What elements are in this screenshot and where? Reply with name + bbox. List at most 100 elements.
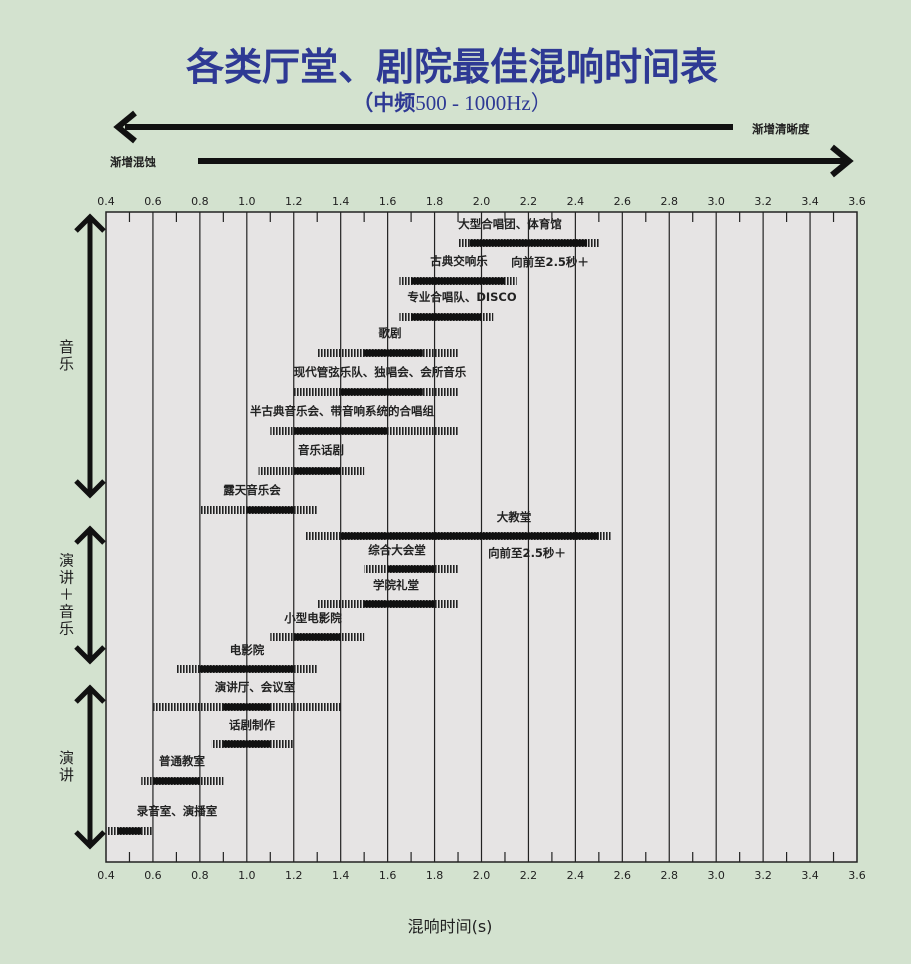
optimal-bar (411, 313, 482, 321)
bar-item: 小型电影院 (270, 611, 365, 641)
bar-label: 专业合唱队、DISCO (407, 290, 517, 304)
optimal-bar (340, 388, 423, 396)
group-label: 演讲＋音乐 (57, 553, 75, 638)
bar-note: 向前至2.5秒＋ (511, 255, 589, 269)
x-tick-label-bottom: 0.6 (144, 869, 162, 882)
bar-item: 普通教室 (141, 754, 224, 785)
chart-title: 各类厅堂、剧院最佳混响时间表 (186, 45, 718, 89)
bar-item: 综合大会堂 (364, 543, 459, 573)
bar-label: 现代管弦乐队、独唱会、会所音乐 (294, 365, 467, 379)
arrow-up-icon (74, 684, 106, 704)
bar-label: 普通教室 (159, 754, 205, 768)
bar-label: 综合大会堂 (368, 543, 426, 557)
bar-item: 录音室、演播室 (106, 804, 218, 835)
x-tick-label-bottom: 2.2 (520, 869, 538, 882)
optimal-bar (387, 565, 435, 573)
x-tick-label-top: 1.0 (238, 195, 256, 208)
arrow-left-label: 渐增清晰度 (752, 122, 810, 136)
x-tick-label-bottom: 2.4 (567, 869, 585, 882)
optimal-bar (117, 827, 142, 835)
x-tick-label-bottom: 3.0 (707, 869, 725, 882)
bar-label: 小型电影院 (283, 611, 342, 625)
bar-label: 话剧制作 (229, 718, 275, 732)
x-tick-label-top: 1.2 (285, 195, 303, 208)
x-tick-label-bottom: 2.0 (473, 869, 491, 882)
subtitle-rest: 500 - 1000Hz） (415, 91, 551, 115)
optimal-bar (223, 740, 271, 748)
bar-label: 古典交响乐 (430, 254, 488, 268)
bar-label: 电影院 (230, 643, 265, 657)
group-label: 音乐 (57, 339, 75, 373)
optimal-bar (469, 239, 588, 247)
x-tick-label-top: 2.6 (614, 195, 632, 208)
optimal-bar (246, 506, 294, 514)
arrow-down-icon (74, 830, 106, 850)
x-tick-label-bottom: 0.8 (191, 869, 209, 882)
bar-item: 话剧制作 (211, 718, 294, 748)
x-tick-label-bottom: 1.2 (285, 869, 303, 882)
x-tick-label-top: 3.0 (707, 195, 725, 208)
bar-item: 半古典音乐会、带音响系统的合唱组 (250, 404, 459, 435)
bar-item: 古典交响乐 向前至2.5秒＋ (399, 254, 589, 285)
x-tick-label-bottom: 0.4 (97, 869, 115, 882)
bar-label: 演讲厅、会议室 (215, 680, 296, 694)
bar-note: 向前至2.5秒＋ (488, 546, 566, 560)
optimal-bar (199, 665, 294, 673)
x-tick-label-top: 1.8 (426, 195, 444, 208)
x-tick-label-top: 0.4 (97, 195, 115, 208)
optimal-bar (152, 777, 200, 785)
optimal-bar (364, 600, 435, 608)
bar-label: 大型合唱团、体育馆 (458, 217, 562, 231)
x-tick-label-top: 2.2 (520, 195, 538, 208)
x-axis-label: 混响时间(s) (408, 917, 493, 936)
x-tick-label-top: 3.2 (754, 195, 772, 208)
bar-item: 演讲厅、会议室 (152, 680, 341, 711)
x-tick-label-top: 0.6 (144, 195, 162, 208)
x-tick-label-bottom: 3.6 (848, 869, 866, 882)
arrow-down-icon (74, 479, 106, 499)
bar-label: 录音室、演播室 (137, 804, 218, 818)
x-tick-label-top: 2.8 (661, 195, 679, 208)
optimal-bar (293, 467, 341, 475)
bar-item: 现代管弦乐队、独唱会、会所音乐 (293, 365, 467, 396)
x-tick-label-top: 2.4 (567, 195, 585, 208)
x-tick-label-bottom: 3.2 (754, 869, 772, 882)
arrow-up-icon (74, 525, 106, 545)
x-tick-label-top: 3.4 (801, 195, 819, 208)
x-tick-label-top: 3.6 (848, 195, 866, 208)
bar-label: 半古典音乐会、带音响系统的合唱组 (250, 404, 434, 418)
x-tick-label-top: 1.6 (379, 195, 397, 208)
x-tick-label-bottom: 1.0 (238, 869, 256, 882)
arrow-down-icon (74, 645, 106, 665)
x-tick-label-top: 1.4 (332, 195, 350, 208)
bar-item: 露天音乐会 (199, 483, 318, 514)
x-tick-label-bottom: 1.6 (379, 869, 397, 882)
x-tick-label-bottom: 2.8 (661, 869, 679, 882)
bar-item: 电影院 (176, 643, 318, 673)
bar-item: 大型合唱团、体育馆 (458, 217, 599, 247)
x-tick-label-bottom: 1.4 (332, 869, 350, 882)
tick-labels: 0.4 0.4 0.6 0.6 0.8 0.8 1.0 1.0 1.2 1.2 1.4 1.4 1.6 1… (97, 195, 866, 882)
bar-label: 学院礼堂 (373, 578, 419, 592)
arrow-left-icon (113, 110, 733, 144)
optimal-bar (293, 427, 388, 435)
x-tick-label-bottom: 1.8 (426, 869, 444, 882)
chart-subtitle: （中频500 - 1000Hz） (352, 91, 551, 115)
group-label: 演讲 (57, 750, 75, 784)
bar-item: 歌剧 (317, 326, 459, 357)
optimal-bar (293, 633, 341, 641)
bar-label: 露天音乐会 (223, 483, 281, 497)
optimal-bar (411, 277, 505, 285)
optimal-bar (340, 532, 599, 540)
arrow-up-icon (74, 213, 106, 233)
bar-label: 歌剧 (379, 326, 402, 340)
x-tick-label-bottom: 3.4 (801, 869, 819, 882)
optimal-bar (364, 349, 423, 357)
bar-label: 音乐话剧 (298, 443, 344, 457)
bar-item: 音乐话剧 (258, 443, 365, 475)
x-tick-label-top: 2.0 (473, 195, 491, 208)
